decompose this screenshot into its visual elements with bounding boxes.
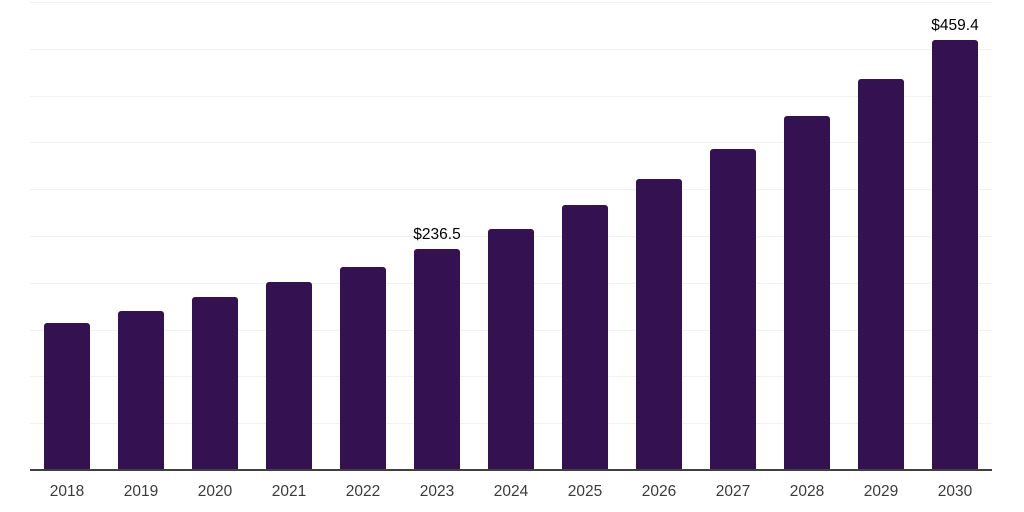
- x-tick-label-2021: 2021: [271, 483, 307, 500]
- bar-2022: [340, 266, 386, 470]
- gridline-500: [30, 2, 992, 3]
- x-tick-label-2027: 2027: [715, 483, 751, 500]
- gridline-400: [30, 95, 992, 97]
- bar-2030: [932, 40, 978, 470]
- bar-2023: [414, 248, 460, 470]
- bar-2025: [562, 205, 608, 470]
- x-tick-label-2028: 2028: [789, 483, 825, 500]
- x-tick-label-2024: 2024: [493, 483, 529, 500]
- gridline-450: [30, 48, 992, 50]
- value-label-2023: $236.5: [413, 225, 461, 243]
- gridline-300: [30, 189, 992, 191]
- x-tick-label-2026: 2026: [641, 483, 677, 500]
- x-tick-label-2020: 2020: [197, 483, 233, 500]
- x-tick-label-2022: 2022: [345, 483, 381, 500]
- x-tick-label-2023: 2023: [419, 483, 455, 500]
- bar-2020: [192, 297, 238, 470]
- gridline-350: [30, 142, 992, 144]
- x-tick-label-2019: 2019: [123, 483, 159, 500]
- x-tick-label-2030: 2030: [937, 483, 973, 500]
- x-tick-label-2025: 2025: [567, 483, 603, 500]
- x-tick-label-2029: 2029: [863, 483, 899, 500]
- bar-2021: [266, 282, 312, 470]
- bar-2019: [118, 310, 164, 470]
- x-tick-label-2018: 2018: [49, 483, 85, 500]
- bar-2026: [636, 178, 682, 470]
- bar-2027: [710, 148, 756, 470]
- bar-2024: [488, 229, 534, 470]
- bar-2018: [44, 322, 90, 470]
- x-axis-line: [30, 469, 992, 471]
- bar-2029: [858, 79, 904, 470]
- value-label-2030: $459.4: [931, 17, 979, 34]
- bar-2028: [784, 115, 830, 470]
